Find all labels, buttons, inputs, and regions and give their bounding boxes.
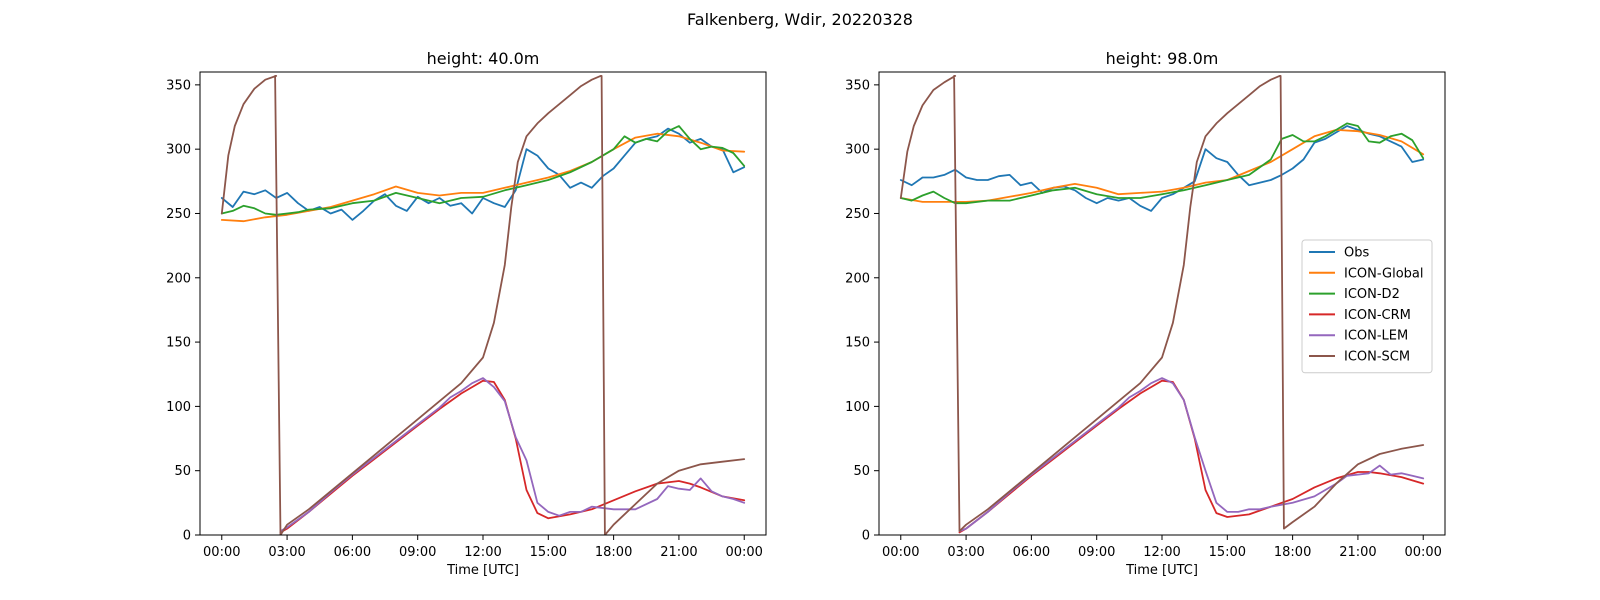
x-tick-label: 09:00 bbox=[399, 545, 436, 560]
y-tick-label: 50 bbox=[853, 464, 870, 479]
y-tick-label: 300 bbox=[166, 143, 191, 158]
y-tick-label: 200 bbox=[845, 271, 870, 286]
y-tick-label: 200 bbox=[166, 271, 191, 286]
x-tick-label: 03:00 bbox=[947, 545, 984, 560]
y-tick-label: 150 bbox=[845, 336, 870, 351]
series-group bbox=[899, 75, 1425, 534]
x-tick-label: 18:00 bbox=[595, 545, 632, 560]
chart-panel-2: 00:00 03:00 06:00 09:00 12:00 15:00 18:00 21:00… bbox=[845, 49, 1446, 578]
x-axis-label: Time [UTC] bbox=[446, 563, 519, 578]
x-tick-label: 00:00 bbox=[1404, 545, 1441, 560]
x-tick-label: 00:00 bbox=[882, 545, 919, 560]
x-tick-label: 06:00 bbox=[1013, 545, 1050, 560]
y-tick-label: 0 bbox=[183, 529, 191, 544]
x-tick-label: 12:00 bbox=[1143, 545, 1180, 560]
x-tick-label: 18:00 bbox=[1274, 545, 1311, 560]
y-tick-label: 150 bbox=[166, 336, 191, 351]
x-tick-label: 00:00 bbox=[725, 545, 762, 560]
y-tick-label: 100 bbox=[166, 400, 191, 415]
series-line-icon-lem bbox=[958, 377, 1425, 532]
legend-label: ICON-Global bbox=[1344, 266, 1424, 281]
x-tick-label: 12:00 bbox=[464, 545, 501, 560]
x-tick-label: 21:00 bbox=[1339, 545, 1376, 560]
panel-title: height: 98.0m bbox=[1106, 49, 1219, 68]
x-tick-label: 21:00 bbox=[660, 545, 697, 560]
y-tick-label: 250 bbox=[845, 207, 870, 222]
chart-panel-1: 00:00 03:00 06:00 09:00 12:00 15:00 18:00 21:00… bbox=[166, 49, 767, 578]
legend-label: ICON-D2 bbox=[1344, 287, 1400, 302]
series-line-icon-d2 bbox=[220, 125, 746, 216]
y-tick-label: 300 bbox=[845, 143, 870, 158]
series-line-icon-crm bbox=[958, 379, 1425, 534]
series-group bbox=[220, 75, 746, 535]
y-tick-label: 0 bbox=[862, 529, 870, 544]
series-line-icon-global bbox=[899, 129, 1425, 203]
y-tick-label: 250 bbox=[166, 207, 191, 222]
x-tick-label: 03:00 bbox=[268, 545, 305, 560]
legend-label: ICON-LEM bbox=[1344, 329, 1408, 344]
series-line-obs bbox=[220, 127, 746, 221]
legend: Obs ICON-Global ICON-D2 ICON-CRM ICON-LEM ICO… bbox=[1301, 239, 1433, 374]
y-tick-label: 350 bbox=[845, 78, 870, 93]
plot-frame bbox=[199, 71, 767, 536]
x-tick-label: 15:00 bbox=[1209, 545, 1246, 560]
series-line-icon-global bbox=[220, 132, 746, 223]
x-tick-label: 06:00 bbox=[334, 545, 371, 560]
legend-label: Obs bbox=[1344, 246, 1369, 261]
x-tick-label: 15:00 bbox=[530, 545, 567, 560]
x-tick-label: 00:00 bbox=[203, 545, 240, 560]
series-line-icon-d2 bbox=[899, 122, 1425, 205]
legend-label: ICON-SCM bbox=[1344, 350, 1410, 365]
panels: 00:00 03:00 06:00 09:00 12:00 15:00 18:00 21:00… bbox=[166, 49, 1446, 578]
x-tick-label: 09:00 bbox=[1078, 545, 1115, 560]
y-tick-label: 50 bbox=[174, 464, 191, 479]
series-line-icon-scm bbox=[899, 75, 1425, 532]
series-line-obs bbox=[899, 125, 1425, 212]
y-tick-label: 100 bbox=[845, 400, 870, 415]
panel-title: height: 40.0m bbox=[427, 49, 540, 68]
figure-title: Falkenberg, Wdir, 20220328 bbox=[687, 10, 913, 29]
series-line-icon-lem bbox=[279, 377, 746, 532]
y-tick-label: 350 bbox=[166, 78, 191, 93]
x-axis-label: Time [UTC] bbox=[1125, 563, 1198, 578]
legend-label: ICON-CRM bbox=[1344, 308, 1411, 323]
series-line-icon-crm bbox=[279, 379, 746, 534]
series-line-icon-scm bbox=[220, 75, 746, 535]
